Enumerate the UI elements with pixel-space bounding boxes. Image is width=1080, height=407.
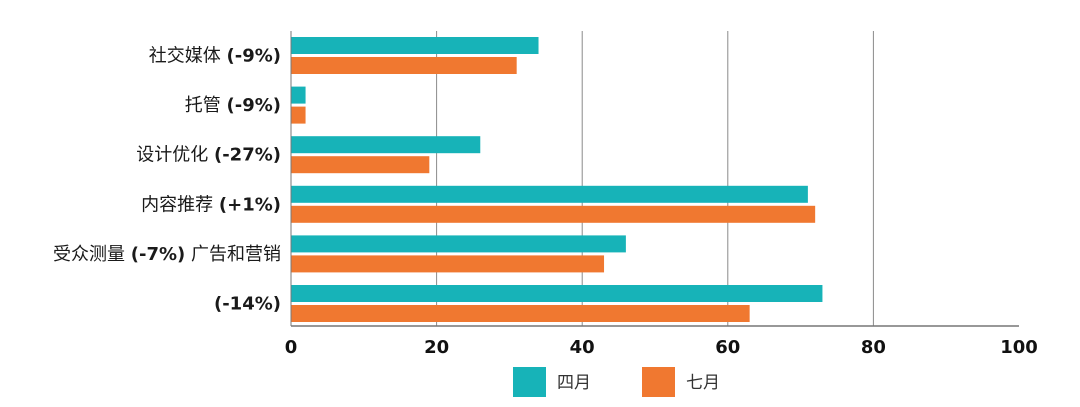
bar-april-3 [291, 185, 808, 203]
bar-july-2 [291, 156, 430, 174]
x-tick-label-60: 60 [715, 337, 740, 358]
legend-label-july: 七月 [686, 373, 720, 393]
x-tick-label-100: 100 [1000, 337, 1038, 358]
legend: 四月 七月 [513, 367, 720, 397]
category-change: (-7%) [131, 244, 185, 265]
bar-july-4 [291, 255, 605, 273]
category-change: (+1%) [219, 194, 281, 215]
bar-april-2 [291, 136, 481, 154]
bar-july-0 [291, 57, 517, 74]
x-tick-label-40: 40 [570, 337, 595, 358]
category-label-5: (-14%) [214, 294, 281, 315]
bar-april-5 [291, 285, 823, 302]
legend-swatch-july [642, 367, 675, 397]
category-change: (-9%) [227, 46, 281, 67]
category-label-3: 内容推荐 (+1%) [141, 194, 281, 215]
category-label-4: 受众测量 (-7%) 广告和营销 [53, 244, 281, 265]
bar-april-4 [291, 235, 626, 253]
category-labels: 社交媒体 (-9%)托管 (-9%)设计优化 (-27%)内容推荐 (+1%)受… [53, 46, 281, 315]
category-label-1: 托管 (-9%) [185, 95, 281, 116]
bar-july-1 [291, 106, 306, 124]
bar-april-0 [291, 37, 539, 54]
bars [291, 37, 823, 322]
x-tick-label-80: 80 [861, 337, 886, 358]
category-change: (-9%) [227, 95, 281, 116]
legend-label-april: 四月 [557, 373, 591, 393]
bar-april-1 [291, 86, 306, 104]
category-change: (-14%) [214, 294, 281, 315]
category-name: 社交媒体 [149, 46, 227, 67]
category-name: 设计优化 [136, 145, 214, 166]
category-label-0: 社交媒体 (-9%) [149, 46, 281, 67]
bar-july-3 [291, 205, 816, 223]
category-name: 托管 [185, 95, 227, 116]
category-name: 内容推荐 [141, 194, 219, 215]
gridlines [436, 31, 874, 326]
bar-july-5 [291, 305, 750, 322]
category-label-2: 设计优化 (-27%) [136, 145, 281, 166]
x-tick-label-20: 20 [424, 337, 449, 358]
category-suffix: 广告和营销 [185, 244, 281, 265]
category-change: (-27%) [214, 145, 281, 166]
x-tick-label-0: 0 [285, 337, 298, 358]
category-name: 受众测量 [53, 244, 131, 265]
x-axis: 0 20 40 60 80 100 [285, 31, 1038, 358]
legend-swatch-april [513, 367, 546, 397]
